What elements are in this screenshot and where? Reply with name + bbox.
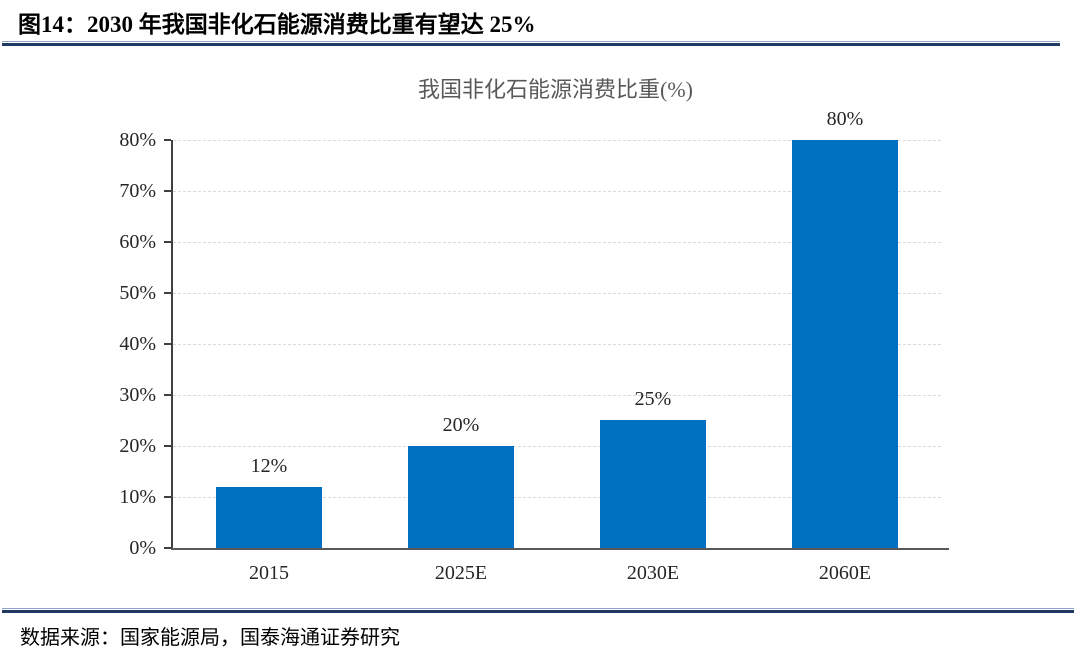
bar-value-label: 12% [250,455,288,477]
gridline [173,344,941,345]
footer-rule [2,608,1074,613]
y-axis-tick [164,394,171,396]
y-tick-label: 40% [119,333,156,355]
x-tick-label: 2060E [818,562,872,584]
y-tick-label: 70% [119,180,156,202]
bar-2015 [216,487,322,548]
y-axis-tick [164,547,171,549]
bar-value-label: 25% [634,388,672,410]
y-axis-tick [164,139,171,141]
y-axis-tick [164,343,171,345]
plot-area: 12% 2015 20% 2025E 25% 2030E 80% 2060E [164,108,949,584]
gridline [173,293,941,294]
y-tick-label: 60% [119,231,156,253]
gridline [173,191,941,192]
x-tick-label: 2015 [249,562,289,584]
y-axis-tick [164,496,171,498]
gridline [173,242,941,243]
bar-value-label: 20% [442,414,480,436]
bar-2025E [408,446,514,548]
bar-2060E [792,140,898,548]
gridline [173,140,941,141]
gridline [173,497,941,498]
y-axis-tick [164,445,171,447]
y-axis-tick [164,292,171,294]
bar-value-label: 80% [826,108,864,130]
figure-title: 图14：2030 年我国非化石能源消费比重有望达 25% [18,12,536,37]
y-tick-label: 50% [119,282,156,304]
y-axis-tick [164,190,171,192]
y-tick-label: 0% [129,537,156,559]
y-axis-tick [164,241,171,243]
bar-2030E [600,420,706,548]
y-tick-label: 80% [119,129,156,151]
y-tick-label: 30% [119,384,156,406]
y-axis-labels: 0% 10% 20% 30% 40% 50% 60% 70% 80% [0,129,156,559]
header-rule [2,41,1060,46]
y-tick-label: 20% [119,435,156,457]
gridline [173,395,941,396]
gridline [173,446,941,447]
y-axis-line [171,140,173,548]
x-axis-line [171,548,949,550]
y-tick-label: 10% [119,486,156,508]
x-tick-label: 2030E [626,562,680,584]
x-tick-label: 2025E [434,562,488,584]
chart-title: 我国非化石能源消费比重(%) [418,77,693,102]
data-source: 数据来源：国家能源局，国泰海通证券研究 [20,627,400,649]
